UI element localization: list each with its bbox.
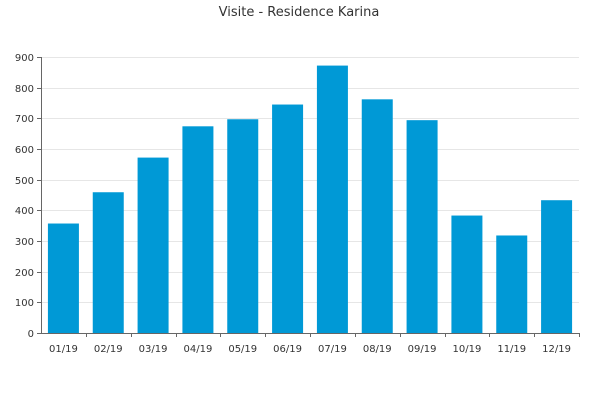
x-tick-label: 06/19 [273, 344, 302, 355]
bar-11-19 [496, 235, 528, 333]
y-tick-label: 600 [15, 145, 34, 156]
bar-12-19 [541, 200, 573, 333]
x-tick-label: 08/19 [363, 344, 392, 355]
x-tick-label: 05/19 [228, 344, 257, 355]
y-tick-label: 400 [15, 206, 34, 217]
x-tick-label: 07/19 [318, 344, 347, 355]
bar-10-19 [451, 215, 483, 333]
x-tick-label: 11/19 [497, 344, 526, 355]
bar-02-19 [92, 192, 124, 333]
x-tick-label: 03/19 [139, 344, 168, 355]
y-tick-label: 900 [15, 53, 34, 64]
y-tick-label: 700 [15, 114, 34, 125]
bars [47, 65, 573, 334]
y-tick-label: 800 [15, 84, 34, 95]
x-tick-label: 01/19 [49, 344, 78, 355]
bar-08-19 [361, 99, 393, 333]
y-tick-label: 0 [28, 329, 34, 340]
y-axis-tick-labels: 0 100 200 300 400 500 600 700 800 900 [15, 53, 34, 340]
y-tick-label: 300 [15, 237, 34, 248]
bar-09-19 [406, 120, 438, 333]
y-tick-label: 100 [15, 298, 34, 309]
x-tick-label: 02/19 [94, 344, 123, 355]
bar-05-19 [227, 119, 259, 334]
x-axis-tick-labels: 01/19 02/19 03/19 04/19 05/19 06/19 07/19 08/19… [49, 333, 580, 355]
x-tick-label: 10/19 [453, 344, 482, 355]
x-tick-label: 12/19 [542, 344, 571, 355]
bar-03-19 [137, 157, 169, 333]
x-tick-label: 09/19 [408, 344, 437, 355]
x-tick-label: 04/19 [184, 344, 213, 355]
y-tick-label: 500 [15, 176, 34, 187]
bar-07-19 [316, 65, 348, 333]
bar-06-19 [272, 104, 304, 334]
bar-04-19 [182, 126, 214, 333]
y-tick-label: 200 [15, 268, 34, 279]
gridlines [37, 57, 579, 334]
chart-title: Visite - Residence Karina [219, 5, 380, 20]
bar-01-19 [47, 223, 79, 333]
